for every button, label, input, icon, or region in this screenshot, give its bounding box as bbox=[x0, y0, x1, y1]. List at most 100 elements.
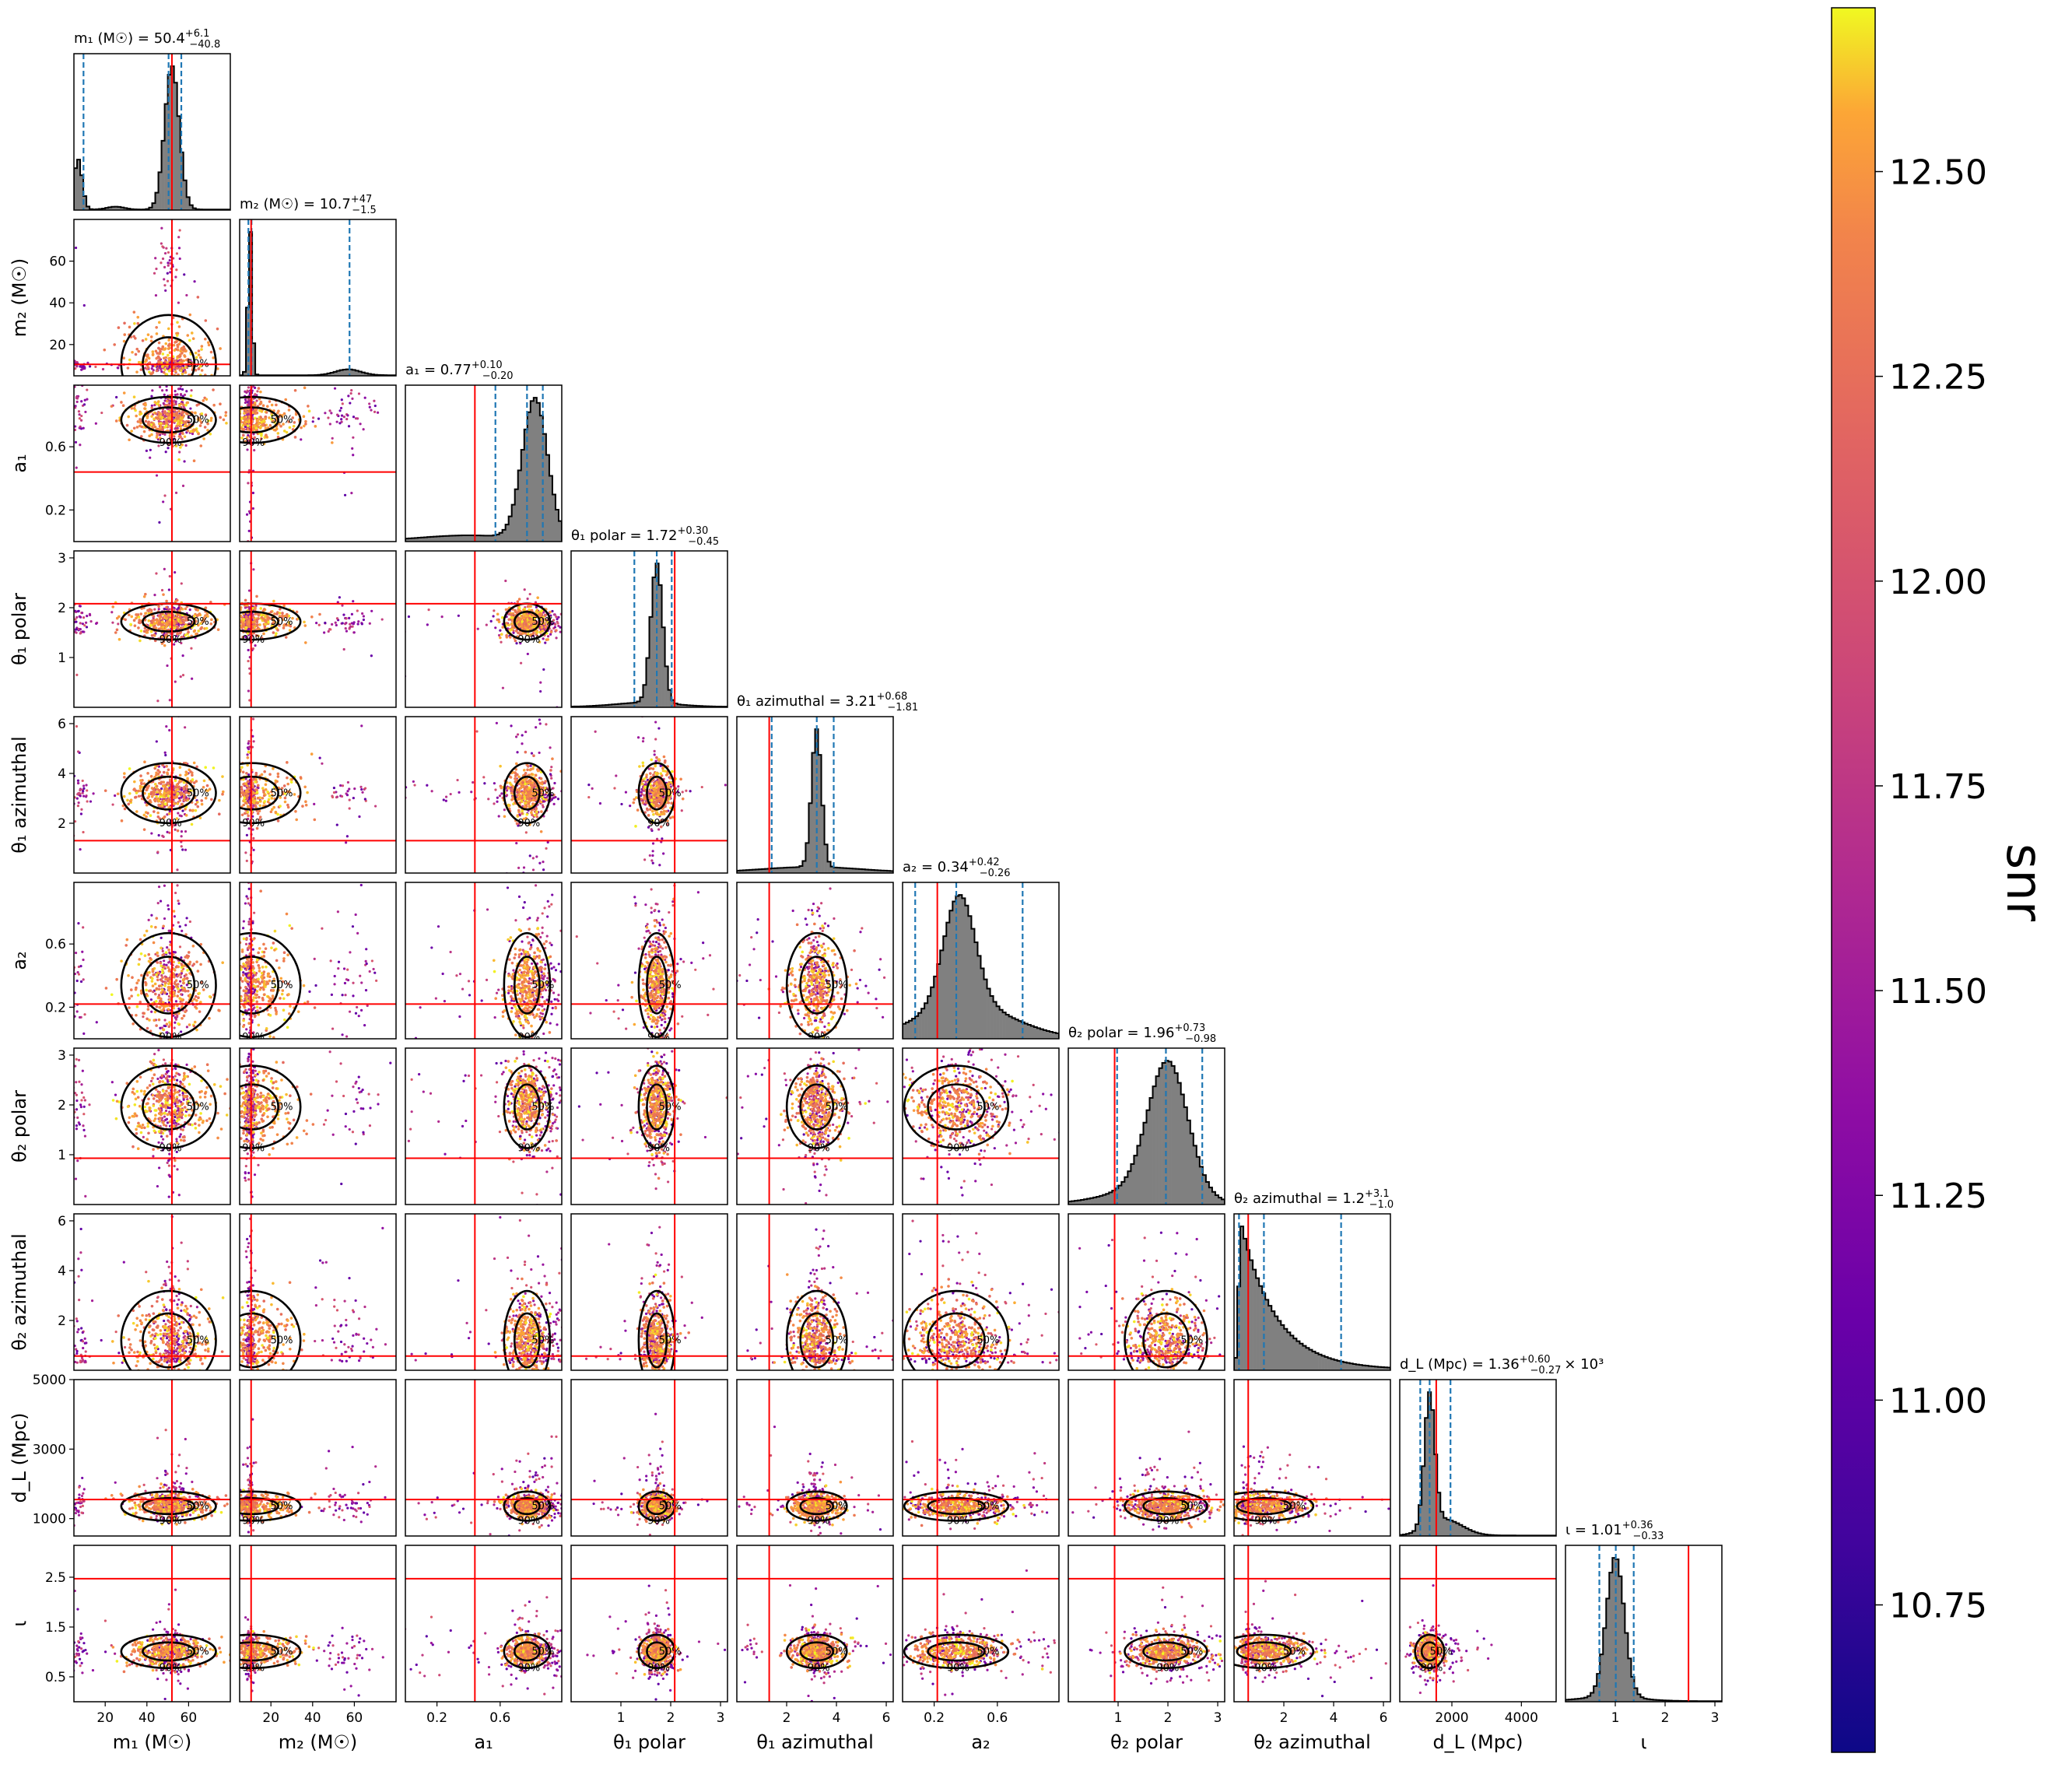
hist-bar bbox=[352, 370, 356, 376]
sample-point bbox=[82, 365, 85, 368]
sample-point bbox=[194, 802, 198, 806]
sample-point bbox=[155, 572, 158, 575]
sample-point bbox=[85, 784, 88, 787]
hist-bar bbox=[780, 868, 784, 873]
sample-point bbox=[528, 608, 531, 612]
hist-bar bbox=[1103, 1194, 1106, 1205]
sample-point bbox=[179, 393, 183, 397]
sample-point bbox=[360, 622, 363, 626]
sample-point bbox=[201, 389, 204, 392]
hist-bar bbox=[430, 536, 434, 542]
sample-point bbox=[505, 633, 508, 637]
sample-point bbox=[111, 605, 115, 608]
sample-point bbox=[282, 412, 286, 416]
hist-bar bbox=[1631, 1676, 1635, 1702]
sample-point bbox=[165, 388, 168, 392]
sample-point bbox=[227, 624, 230, 627]
hist-area bbox=[571, 551, 727, 707]
sample-point bbox=[151, 389, 154, 392]
sample-point bbox=[183, 435, 187, 438]
hist-bar bbox=[1653, 1699, 1657, 1702]
sample-point bbox=[150, 621, 153, 625]
sample-point bbox=[291, 428, 295, 431]
sample-point bbox=[293, 388, 297, 392]
sample-point bbox=[163, 766, 166, 769]
sample-point bbox=[240, 420, 243, 424]
sample-point bbox=[247, 469, 251, 472]
sample-point bbox=[75, 673, 79, 676]
sample-point bbox=[84, 410, 87, 414]
sample-point bbox=[341, 622, 344, 625]
hist-bar bbox=[1371, 1366, 1376, 1370]
sample-point bbox=[79, 789, 82, 792]
hist-panel-iota: ι = 1.01+0.36 −0.331 2 3ι bbox=[1565, 1520, 1723, 1753]
hist-bar bbox=[549, 475, 553, 542]
sample-point bbox=[76, 793, 79, 796]
hist-bar bbox=[1008, 1016, 1012, 1039]
sample-point bbox=[246, 753, 249, 756]
hist-bar bbox=[483, 535, 487, 542]
hist-bar bbox=[1412, 1531, 1416, 1536]
sample-point bbox=[162, 500, 165, 503]
sample-point bbox=[216, 367, 219, 370]
sample-point bbox=[555, 615, 558, 619]
sample-point bbox=[153, 378, 156, 381]
sample-point bbox=[191, 778, 195, 781]
sample-point bbox=[261, 424, 265, 427]
hist-bar bbox=[1590, 1692, 1594, 1702]
sample-point bbox=[214, 610, 217, 613]
y-tick-label: 1 bbox=[58, 651, 66, 666]
sample-point bbox=[249, 879, 251, 882]
sample-point bbox=[113, 343, 116, 346]
sample-point bbox=[155, 436, 159, 439]
sample-point bbox=[373, 410, 377, 413]
sample-point bbox=[303, 386, 307, 390]
hist-bar bbox=[1481, 1534, 1485, 1536]
hist-outline bbox=[405, 397, 562, 542]
sample-point bbox=[174, 361, 177, 365]
sample-point bbox=[235, 625, 238, 628]
sample-point bbox=[178, 799, 182, 802]
sample-point bbox=[147, 356, 151, 360]
sample-point bbox=[160, 620, 164, 623]
sample-point bbox=[244, 411, 247, 414]
sample-point bbox=[215, 615, 218, 618]
sample-point bbox=[214, 395, 217, 398]
hist-bar bbox=[1453, 1521, 1457, 1536]
hist-bar bbox=[164, 103, 168, 210]
sample-point bbox=[535, 619, 538, 623]
hist-bar bbox=[1071, 1201, 1075, 1205]
sample-point bbox=[164, 794, 168, 798]
sample-point bbox=[149, 792, 153, 796]
sample-point bbox=[139, 789, 142, 793]
sample-point bbox=[196, 623, 200, 627]
hist-bar bbox=[1265, 1299, 1269, 1370]
sample-point bbox=[82, 789, 85, 793]
hist-bar bbox=[174, 82, 177, 210]
sample-point bbox=[235, 419, 238, 423]
sample-point bbox=[192, 781, 196, 784]
sample-point bbox=[153, 633, 156, 636]
sample-point bbox=[247, 589, 251, 592]
hist-bar bbox=[405, 538, 409, 542]
sample-point bbox=[352, 796, 355, 800]
sample-point bbox=[167, 261, 170, 265]
sample-point bbox=[191, 809, 195, 812]
sample-point bbox=[169, 571, 171, 573]
hist-bar bbox=[533, 398, 538, 542]
hist-bar bbox=[1355, 1364, 1360, 1370]
hist-bar bbox=[799, 866, 803, 873]
sample-point bbox=[270, 413, 274, 417]
sample-point bbox=[323, 631, 326, 634]
sample-point bbox=[204, 614, 207, 617]
sample-point bbox=[157, 341, 161, 345]
sample-point bbox=[71, 792, 73, 794]
sample-point bbox=[286, 612, 289, 616]
sample-point bbox=[338, 409, 342, 412]
sample-point bbox=[216, 401, 219, 404]
hist-bar bbox=[1205, 1182, 1210, 1205]
sample-point bbox=[174, 390, 177, 393]
sample-point bbox=[176, 792, 180, 795]
sample-point bbox=[535, 622, 538, 626]
sample-point bbox=[370, 409, 373, 412]
